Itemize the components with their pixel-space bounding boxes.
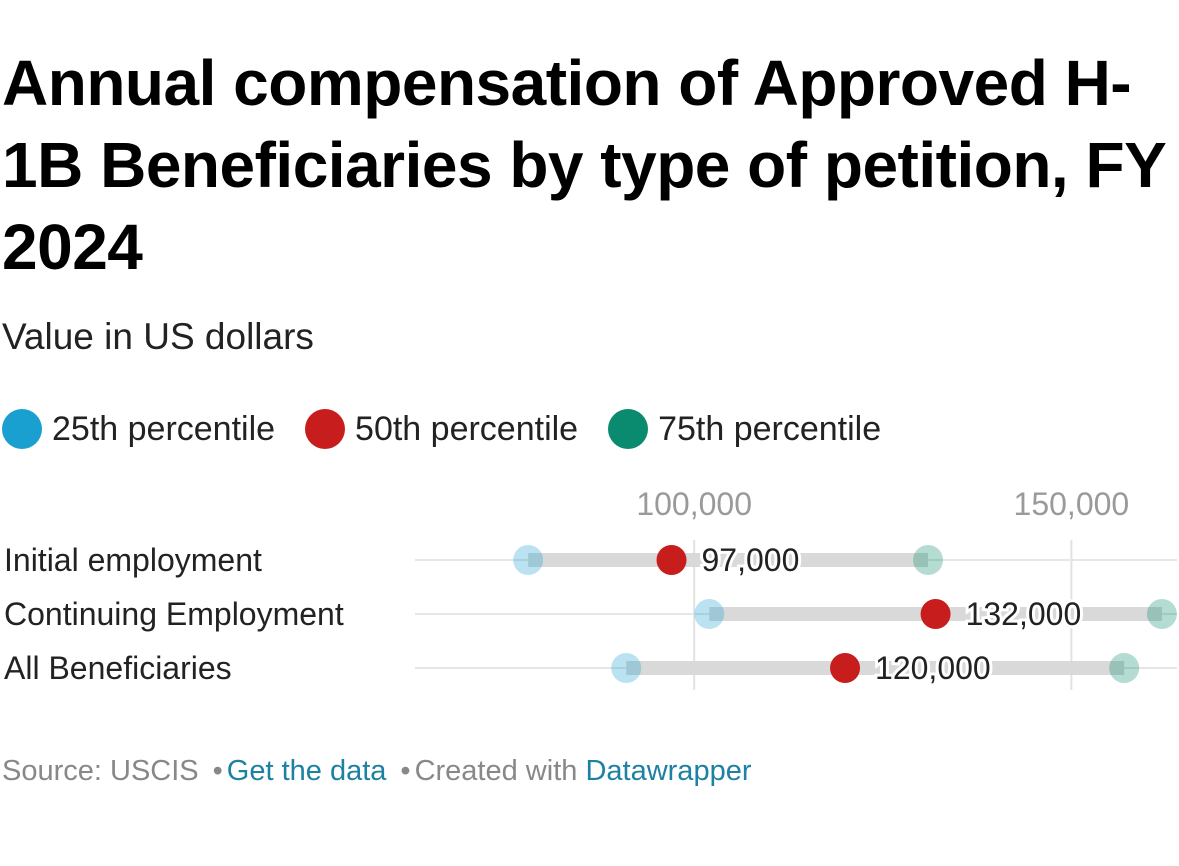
dot-p75 [1146,599,1177,629]
legend-swatch-p75 [608,409,649,449]
legend-label-p50: 50th percentile [355,409,579,448]
footer-separator: • [400,755,411,787]
x-tick-label: 150,000 [1014,486,1130,522]
legend-item-p50: 50th percentile [305,409,578,449]
dot-p50 [656,545,687,575]
dot-p25 [694,599,725,629]
get-data-link[interactable]: Get the data [226,755,387,787]
dot-p25 [611,653,642,683]
dot-p75 [1109,653,1140,683]
x-tick-label: 100,000 [636,486,752,522]
legend-item-p75: 75th percentile [608,409,881,449]
category-label: All Beneficiaries [4,650,232,686]
footer-separator: • [212,755,223,787]
legend-swatch-p50 [305,409,346,449]
legend-swatch-p25 [2,409,42,449]
category-label: Continuing Employment [4,596,344,632]
dot-p75 [913,545,944,575]
chart-subtitle: Value in US dollars [2,316,314,357]
footer: Source: USCIS • Get the data • Created with … [2,752,751,790]
legend: 25th percentile 50th percentile 75th per… [2,403,911,455]
dot-p50 [830,653,861,683]
legend-item-p25: 25th percentile [2,409,275,449]
dot-p25 [513,545,544,575]
median-value-label: 132,000 [966,596,1082,632]
legend-label-p75: 75th percentile [658,409,882,448]
source-text: Source: USCIS [2,755,199,787]
median-value-label: 120,000 [875,650,991,686]
created-with-text: Created with [414,755,578,787]
dot-p50 [920,599,951,629]
legend-label-p25: 25th percentile [52,409,276,448]
category-label: Initial employment [4,542,262,578]
median-value-label: 97,000 [702,542,800,578]
chart-title: Annual compensation of Approved H-1B Ben… [2,47,1166,283]
dot-range-chart: 100,000 150,000 Initial employment 97,000 Co… [4,486,1177,690]
datawrapper-link[interactable]: Datawrapper [585,755,752,787]
